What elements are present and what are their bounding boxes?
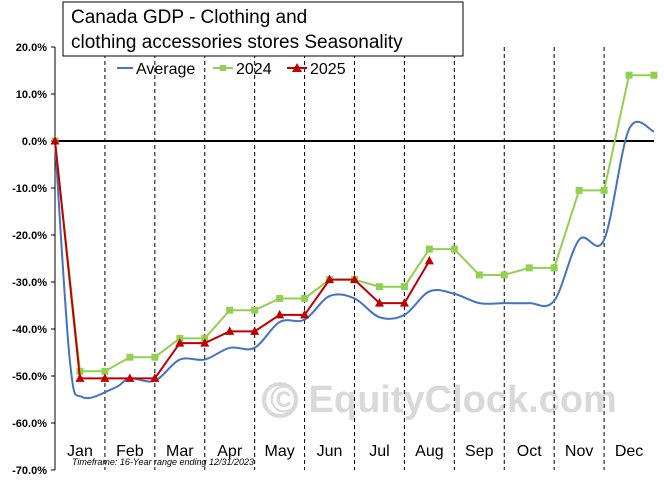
y-tick-label: -20.0% (12, 230, 47, 242)
series-average (54, 120, 655, 400)
legend-item-average: Average (117, 61, 195, 78)
data-point-2025 (374, 298, 384, 307)
data-point-2024 (450, 245, 458, 253)
data-point-2024 (600, 186, 608, 194)
data-point-2024 (151, 353, 159, 361)
series-2025 (50, 136, 434, 382)
data-point-2024 (625, 71, 633, 79)
legend-swatch-2024 (220, 65, 226, 71)
data-point-2025 (75, 373, 85, 382)
legend-label-2025: 2025 (310, 61, 346, 78)
data-point-2025 (250, 326, 260, 335)
x-tick-label: Apr (217, 443, 243, 460)
data-point-2024 (126, 353, 134, 361)
series-line-average (54, 120, 655, 400)
data-point-2024 (575, 186, 583, 194)
data-point-2024 (475, 271, 483, 279)
data-point-2024 (650, 71, 658, 79)
x-tick-label: Mar (166, 443, 194, 460)
data-point-2025 (300, 309, 310, 319)
data-point-2025 (125, 373, 135, 382)
x-tick-label: May (265, 443, 295, 460)
timeframe-footnote: Timeframe: 16-Year range ending 12/31/20… (72, 457, 254, 467)
data-point-2025 (100, 373, 110, 382)
legend-item-2024: 2024 (213, 61, 272, 78)
data-point-2024 (251, 306, 259, 314)
x-tick-label: Dec (615, 443, 643, 460)
data-point-2024 (400, 283, 408, 291)
data-point-2024 (101, 367, 109, 375)
x-tick-label: Sep (465, 443, 494, 460)
data-point-2024 (301, 294, 309, 302)
y-tick-label: 10.0% (16, 89, 47, 101)
data-point-2025 (200, 338, 210, 347)
legend: Average 2024 2025 (117, 61, 346, 78)
chart-title-box: Canada GDP - Clothing and clothing acces… (62, 1, 464, 57)
data-point-2025 (399, 298, 409, 307)
data-point-2025 (50, 136, 60, 145)
data-point-2024 (500, 271, 508, 279)
data-point-2025 (150, 373, 160, 382)
y-tick-label: 0.0% (22, 136, 47, 148)
x-tick-label: Jun (317, 443, 343, 460)
x-tick-label: Feb (116, 443, 144, 460)
data-point-2025 (175, 338, 185, 347)
data-point-2025 (424, 255, 434, 265)
data-point-2025 (275, 309, 285, 319)
x-tick-label: Aug (415, 443, 443, 460)
data-point-2024 (550, 264, 558, 272)
data-point-2024 (276, 294, 284, 302)
series-layer (50, 71, 658, 400)
series-line-2025 (54, 140, 431, 380)
data-point-2024 (425, 245, 433, 253)
data-point-2025 (325, 274, 335, 284)
y-tick-label: -60.0% (12, 418, 47, 430)
watermark: © EquityClock.com (262, 379, 617, 421)
x-tick-label: Jul (369, 443, 389, 460)
y-tick-label: -50.0% (12, 371, 47, 383)
data-point-2024 (525, 264, 533, 272)
x-tick-label: Oct (517, 443, 542, 460)
data-point-2024 (226, 306, 234, 314)
x-tick-label: Nov (565, 443, 593, 460)
y-tick-label: -40.0% (12, 324, 47, 336)
y-tick-label: -10.0% (12, 183, 47, 195)
legend-label-average: Average (136, 61, 195, 78)
data-point-2024 (375, 283, 383, 291)
x-tick-label: Jan (67, 443, 93, 460)
data-point-2025 (225, 326, 235, 335)
legend-label-2024: 2024 (236, 61, 272, 78)
legend-item-2025: 2025 (287, 61, 346, 78)
chart-title-line-1: Canada GDP - Clothing and (71, 7, 307, 28)
axis-layer: 20.0% 10.0% 0.0% -10.0% -20.0% -30.0% -40.0% -5… (12, 42, 654, 477)
grid-layer (104, 47, 605, 470)
y-tick-label: 20.0% (16, 42, 47, 54)
data-point-2025 (350, 274, 359, 284)
legend-swatch-2025 (292, 63, 302, 72)
y-tick-label: -30.0% (12, 277, 47, 289)
watermark-text: © EquityClock.com (270, 379, 617, 421)
chart-title-line-2: clothing accessories stores Seasonality (71, 32, 403, 53)
y-tick-label: -70.0% (12, 465, 47, 477)
